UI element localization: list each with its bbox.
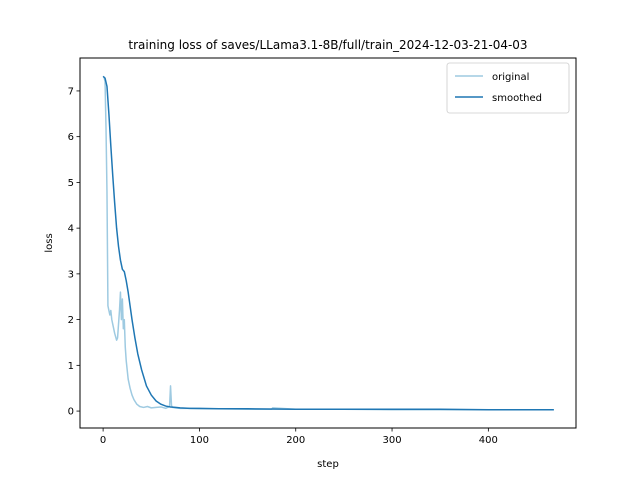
y-tick-label: 3	[68, 269, 74, 280]
x-tick-label: 300	[382, 435, 401, 446]
y-axis-label: loss	[44, 233, 55, 252]
x-tick-label: 400	[479, 435, 498, 446]
legend-box	[446, 62, 570, 114]
x-axis-label: step	[317, 459, 339, 470]
x-tick-label: 100	[190, 435, 209, 446]
y-axis: 0 1 2 3 4 5 6 7	[68, 86, 80, 418]
y-tick-label: 6	[68, 132, 74, 143]
legend-label-original: original	[492, 72, 529, 83]
series-layer	[102, 75, 554, 411]
y-tick-label: 7	[68, 86, 74, 97]
y-tick-label: 5	[68, 178, 74, 189]
legend-label-smoothed: smoothed	[492, 93, 542, 104]
series-line-smoothed	[102, 75, 554, 411]
y-tick-label: 2	[68, 315, 74, 326]
x-tick-label: 0	[100, 435, 106, 446]
y-tick-label: 1	[68, 361, 74, 372]
chart-title: training loss of saves/LLama3.1-8B/full/…	[128, 38, 527, 52]
legend: original smoothed	[446, 62, 570, 114]
plot-frame	[79, 57, 577, 429]
x-axis: 0 100 200 300 400	[100, 428, 498, 446]
y-tick-label: 0	[68, 407, 74, 418]
y-tick-label: 4	[68, 224, 74, 235]
x-tick-label: 200	[286, 435, 305, 446]
